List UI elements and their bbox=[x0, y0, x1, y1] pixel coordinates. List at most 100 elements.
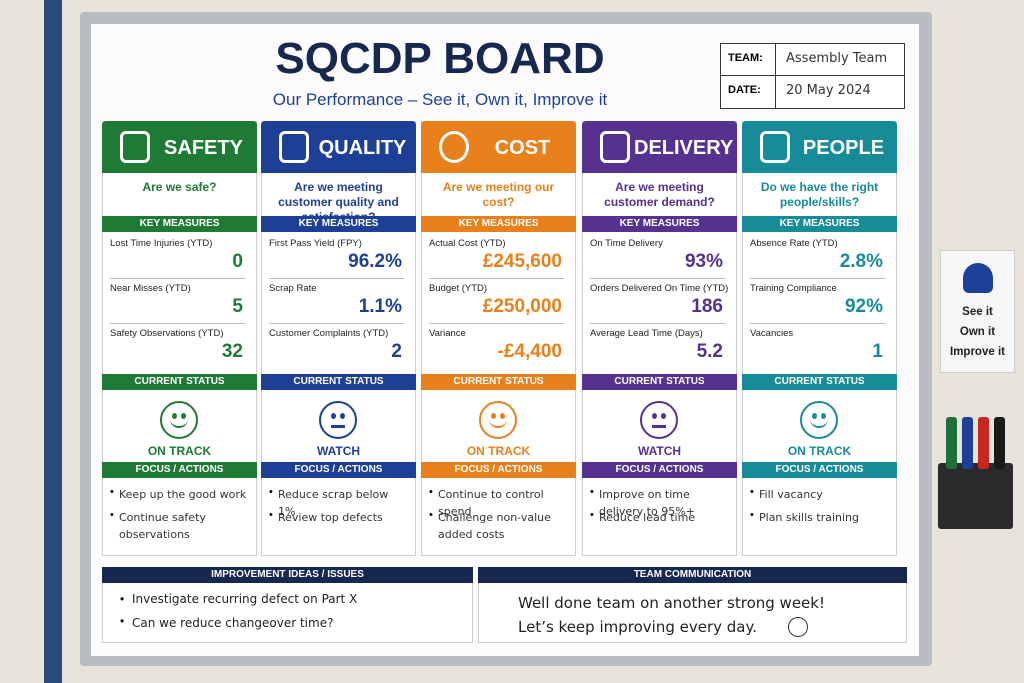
question: Do we have the right people/skills? bbox=[760, 180, 879, 209]
measure-value: 0 bbox=[232, 251, 243, 272]
column-header bbox=[102, 121, 257, 173]
measure-value: £250,000 bbox=[482, 296, 562, 317]
measure-value: 1.1% bbox=[358, 296, 402, 317]
info-divider bbox=[720, 75, 905, 76]
measure-label: Customer Complaints (YTD) bbox=[269, 328, 389, 339]
status: WATCH bbox=[637, 444, 682, 458]
section-bar: CURRENT STATUS bbox=[742, 374, 897, 390]
measure-divider bbox=[750, 323, 885, 324]
status-face bbox=[640, 401, 678, 439]
section-bar: KEY MEASURES bbox=[421, 216, 576, 232]
column-header bbox=[742, 121, 897, 173]
status-face bbox=[800, 401, 838, 439]
measure-label: Budget (YTD) bbox=[429, 283, 488, 294]
column-box bbox=[421, 121, 576, 556]
status-face bbox=[319, 401, 357, 439]
column-header bbox=[261, 121, 416, 173]
measure-divider bbox=[590, 278, 725, 279]
action-bullet: • bbox=[590, 509, 594, 521]
marker bbox=[994, 417, 1005, 469]
measure-label: Orders Delivered On Time (YTD) bbox=[590, 283, 729, 294]
measure-value: 5.2 bbox=[696, 341, 723, 362]
measure-value: 186 bbox=[691, 296, 723, 317]
marker bbox=[962, 417, 973, 469]
measure-label: Actual Cost (YTD) bbox=[429, 238, 506, 249]
measure-label: Variance bbox=[429, 328, 466, 339]
side-line: Own it bbox=[959, 326, 996, 338]
action: Improve on time delivery to 95%+ bbox=[599, 488, 695, 518]
team-label: TEAM: bbox=[728, 52, 763, 64]
measure-divider bbox=[750, 278, 885, 279]
action-bullet: • bbox=[750, 509, 754, 521]
measure-value: 2.8% bbox=[839, 251, 883, 272]
section-bar: FOCUS / ACTIONS bbox=[421, 462, 576, 478]
section-bar: KEY MEASURES bbox=[102, 216, 257, 232]
column-name: DELIVERY bbox=[634, 137, 734, 159]
column-name: QUALITY bbox=[318, 137, 407, 159]
people-icon bbox=[963, 263, 993, 293]
action: Reduce lead time bbox=[599, 511, 696, 524]
face-eye bbox=[652, 413, 657, 419]
face-mouth bbox=[810, 416, 828, 428]
note-bullet: • bbox=[120, 592, 125, 606]
face-mouth bbox=[652, 425, 666, 428]
face-mouth bbox=[331, 425, 345, 428]
note-title: IMPROVEMENT IDEAS / ISSUES bbox=[102, 567, 473, 583]
measure-label: Average Lead Time (Days) bbox=[590, 328, 703, 339]
action: Reduce scrap below 1% bbox=[278, 488, 389, 518]
action: Review top defects bbox=[278, 511, 383, 524]
section-bar: CURRENT STATUS bbox=[261, 374, 416, 390]
measure-value: -£4,400 bbox=[497, 341, 562, 362]
header-icon bbox=[600, 131, 630, 163]
smiley bbox=[788, 617, 808, 637]
measure-label: Absence Rate (YTD) bbox=[750, 238, 838, 249]
date: 20 May 2024 bbox=[786, 83, 871, 98]
header-icon bbox=[279, 131, 309, 163]
action: Plan skills training bbox=[759, 511, 860, 524]
section-bar: CURRENT STATUS bbox=[102, 374, 257, 390]
subtitle: Our Performance – See it, Own it, Improv… bbox=[272, 90, 608, 109]
question: Are we meeting our cost? bbox=[442, 180, 555, 209]
side-card: See it Own it Improve it bbox=[940, 250, 1015, 373]
measure-value: 93% bbox=[684, 251, 723, 272]
measure-divider bbox=[269, 323, 404, 324]
column-box bbox=[742, 121, 897, 556]
measure-label: Safety Observations (YTD) bbox=[110, 328, 224, 339]
face-eye bbox=[331, 413, 336, 419]
column-name: COST bbox=[494, 137, 551, 159]
status: ON TRACK bbox=[147, 444, 212, 458]
header-icon bbox=[120, 131, 150, 163]
column-box bbox=[582, 121, 737, 556]
team: Assembly Team bbox=[786, 51, 888, 66]
action: Continue safety observations bbox=[119, 511, 206, 541]
question: Are we meeting customer demand? bbox=[604, 180, 715, 209]
pillar bbox=[44, 0, 62, 683]
face-eye bbox=[661, 413, 666, 419]
note-line: Let’s keep improving every day. bbox=[518, 618, 757, 636]
action-bullet: • bbox=[269, 486, 273, 498]
status-face bbox=[160, 401, 198, 439]
measure-value: 1 bbox=[872, 341, 883, 362]
note-bullet: • bbox=[120, 614, 125, 628]
column-header bbox=[582, 121, 737, 173]
action: Keep up the good work bbox=[119, 488, 247, 501]
measure-value: 96.2% bbox=[348, 251, 402, 272]
face-mouth bbox=[489, 416, 507, 428]
marker-holder bbox=[938, 463, 1013, 529]
action-bullet: • bbox=[590, 486, 594, 498]
action: Challenge non-value added costs bbox=[438, 511, 551, 541]
status-face bbox=[479, 401, 517, 439]
section-bar: FOCUS / ACTIONS bbox=[582, 462, 737, 478]
side-line: See it bbox=[962, 306, 993, 318]
date-label: DATE: bbox=[728, 84, 761, 96]
section-bar: FOCUS / ACTIONS bbox=[742, 462, 897, 478]
measure-label: Vacancies bbox=[750, 328, 794, 339]
measure-divider bbox=[110, 323, 245, 324]
section-bar: CURRENT STATUS bbox=[421, 374, 576, 390]
measure-value: 92% bbox=[844, 296, 883, 317]
face-eye bbox=[340, 413, 345, 419]
side-line: Improve it bbox=[950, 346, 1005, 358]
measure-label: Near Misses (YTD) bbox=[110, 283, 191, 294]
